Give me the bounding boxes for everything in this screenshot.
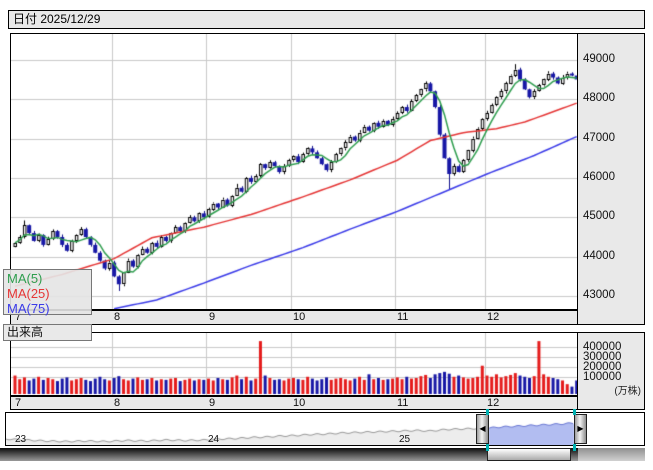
volume-x-axis: [10, 396, 578, 410]
volume-chart-panel[interactable]: [10, 332, 578, 396]
scrollbar-track-right[interactable]: [578, 448, 645, 461]
scrollbar-track-left[interactable]: [0, 448, 487, 461]
volume-chart-canvas[interactable]: [11, 333, 577, 395]
nav-left-arrow-button[interactable]: ◀: [476, 414, 489, 444]
scrollbar-thumb[interactable]: [487, 448, 571, 461]
ma-legend: MA(5) MA(25) MA(75): [3, 269, 92, 316]
date-label: 日付 2025/12/29: [13, 12, 101, 26]
price-chart-panel[interactable]: [10, 33, 578, 310]
range-navigator[interactable]: ◀ ▶: [5, 412, 645, 446]
horizontal-scrollbar[interactable]: [0, 448, 645, 461]
nav-right-arrow-button[interactable]: ▶: [574, 414, 587, 444]
selection-start-marker-top: [486, 409, 489, 415]
legend-item-ma75: MA(75): [7, 301, 50, 316]
left-arrow-icon: ◀: [479, 424, 486, 433]
price-chart-canvas[interactable]: [11, 34, 577, 309]
selection-end-marker-top: [573, 409, 576, 415]
price-y-axis: [577, 33, 645, 325]
price-x-axis: [10, 310, 578, 325]
legend-item-ma5: MA(5): [7, 271, 43, 286]
selection-start-marker-bottom: [486, 444, 489, 451]
legend-item-ma25: MA(25): [7, 286, 50, 301]
volume-label: 出来高: [7, 325, 44, 339]
right-arrow-icon: ▶: [577, 424, 584, 433]
volume-header: 出来高: [3, 324, 92, 341]
date-header: 日付 2025/12/29: [8, 10, 645, 29]
volume-y-axis: [577, 332, 645, 410]
scrollbar-track-gap[interactable]: [571, 448, 578, 461]
navigator-canvas[interactable]: [6, 413, 644, 445]
selection-end-marker-bottom: [573, 444, 576, 451]
